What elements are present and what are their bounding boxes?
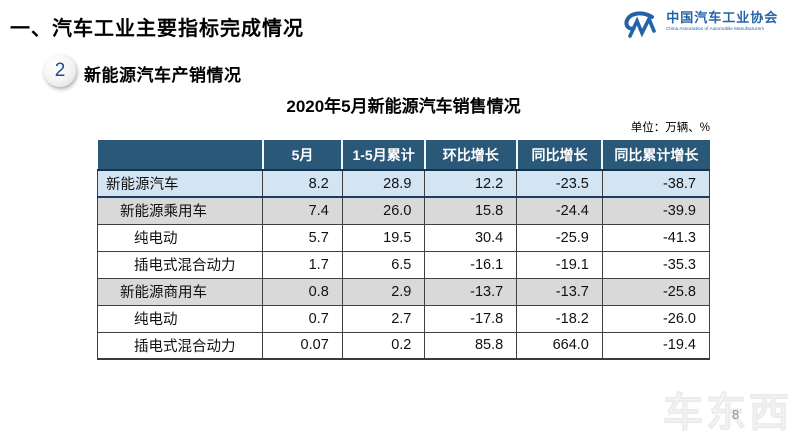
value-cell: 28.9 [341,169,426,198]
column-header: 同比累计增长 [601,140,710,171]
caam-logo-name-en: China Association of Automobile Manufact… [666,26,765,32]
value-cell: 0.2 [341,331,426,360]
value-cell: -16.1 [424,250,518,279]
value-cell: 2.7 [341,304,426,333]
table-header-row: 5月 1-5月累计 环比增长 同比增长 同比累计增长 [97,140,710,171]
column-header [97,140,263,171]
value-cell: 15.8 [424,196,518,225]
value-cell: 0.7 [262,304,343,333]
section-title: 新能源汽车产销情况 [84,66,242,85]
value-cell: -13.7 [516,277,603,306]
value-cell: -25.8 [601,277,711,306]
row-label-cell: 插电式混合动力 [96,331,264,360]
value-cell: -24.4 [516,196,603,225]
page-title: 一、汽车工业主要指标完成情况 [10,18,304,40]
value-cell: 1.7 [262,250,343,279]
row-label-cell: 新能源汽车 [96,169,264,198]
column-header: 环比增长 [423,140,517,171]
column-header: 同比增长 [515,140,603,171]
section-number-badge: 2 [44,55,76,87]
value-cell: 0.8 [262,277,343,306]
value-cell: 0.07 [262,331,343,360]
value-cell: 85.8 [424,331,518,360]
watermark: 车东西 [663,391,792,436]
value-cell: -18.2 [516,304,603,333]
table-body: 新能源汽车 8.2 28.9 12.2 -23.5 -38.7 新能源乘用车 7.4 26.0 1… [96,169,711,360]
page-number: 8 [732,407,740,422]
row-label-cell: 新能源乘用车 [96,196,264,225]
value-cell: -26.0 [601,304,711,333]
table-row: 新能源乘用车 7.4 26.0 15.8 -24.4 -39.9 [96,196,711,225]
caam-logo-name-cn: 中国汽车工业协会 [666,10,779,25]
value-cell: -19.1 [516,250,603,279]
table-row: 插电式混合动力 0.07 0.2 85.8 664.0 -19.4 [96,331,711,360]
value-cell: 6.5 [341,250,426,279]
value-cell: 19.5 [341,223,426,252]
value-cell: 664.0 [516,331,603,360]
value-cell: -13.7 [424,277,518,306]
section-number: 2 [54,60,66,81]
row-label-cell: 纯电动 [96,304,264,333]
caam-logo-icon [621,10,661,45]
value-cell: 7.4 [262,196,343,225]
caam-logo-text: 中国汽车工业协会 China Association of Automobile… [666,10,792,34]
value-cell: -25.9 [516,223,603,252]
table-row: 新能源汽车 8.2 28.9 12.2 -23.5 -38.7 [96,169,711,198]
table-row: 纯电动 5.7 19.5 30.4 -25.9 -41.3 [96,223,711,252]
value-cell: 5.7 [262,223,343,252]
value-cell: -19.4 [601,331,711,360]
value-cell: 8.2 [262,169,343,198]
value-cell: -23.5 [516,169,603,198]
value-cell: 12.2 [424,169,518,198]
table-row: 纯电动 0.7 2.7 -17.8 -18.2 -26.0 [96,304,711,333]
table-row: 新能源商用车 0.8 2.9 -13.7 -13.7 -25.8 [96,277,711,306]
value-cell: -41.3 [601,223,711,252]
value-cell: -38.7 [601,169,711,198]
table-row: 插电式混合动力 1.7 6.5 -16.1 -19.1 -35.3 [96,250,711,279]
value-cell: -39.9 [601,196,711,225]
unit-note: 单位：万辆、% [630,122,710,134]
row-label-cell: 插电式混合动力 [96,250,264,279]
row-label-cell: 新能源商用车 [96,277,264,306]
row-label-cell: 纯电动 [96,223,264,252]
column-header: 1-5月累计 [341,140,425,171]
value-cell: -17.8 [424,304,518,333]
table-title: 2020年5月新能源汽车销售情况 [286,97,521,116]
nev-sales-table: 5月 1-5月累计 环比增长 同比增长 同比累计增长 新能源汽车 8.2 28.9 1… [96,140,711,360]
value-cell: 2.9 [341,277,426,306]
value-cell: 26.0 [341,196,426,225]
value-cell: 30.4 [424,223,518,252]
value-cell: -35.3 [601,250,711,279]
column-header: 5月 [261,140,343,171]
caam-logo: 中国汽车工业协会 China Association of Automobile… [621,10,792,45]
